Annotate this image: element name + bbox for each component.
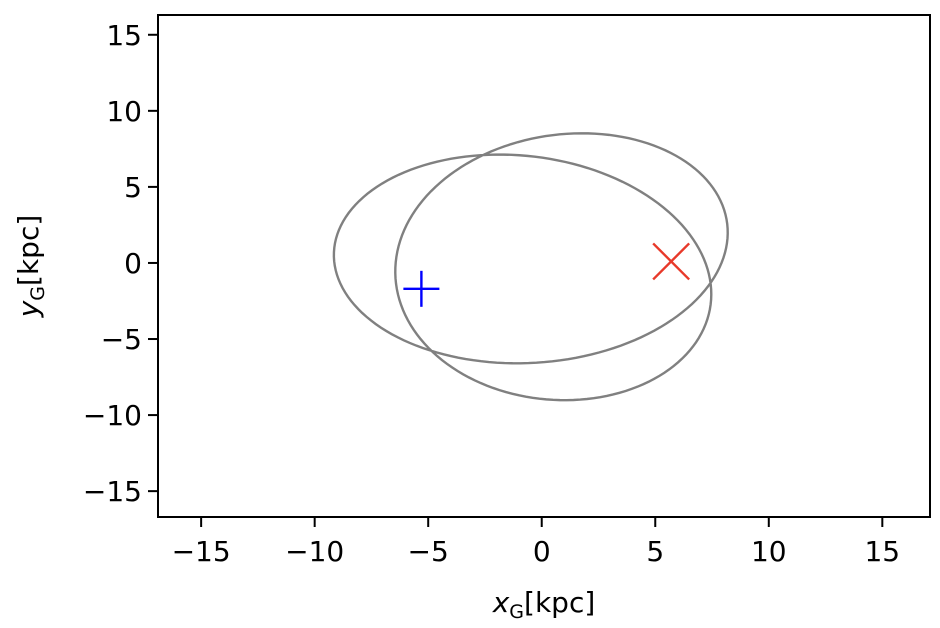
x-tick-label: 5 bbox=[646, 535, 664, 568]
y-tick-label: −15 bbox=[83, 475, 142, 508]
axes-frame bbox=[157, 14, 931, 518]
y-axis-label-subscript: G bbox=[27, 286, 49, 301]
plot-area bbox=[332, 132, 729, 402]
y-axis-ticks: −15 −10 −5 0 5 10 15 bbox=[83, 19, 158, 508]
x-marker bbox=[652, 242, 691, 281]
x-tick-label: 0 bbox=[533, 535, 551, 568]
y-axis-label-symbol: y bbox=[12, 300, 45, 318]
x-axis-label: xG[kpc] bbox=[492, 586, 596, 623]
x-tick-label: −10 bbox=[285, 535, 344, 568]
y-tick-label: −10 bbox=[83, 399, 142, 432]
x-axis-label-symbol: x bbox=[492, 586, 510, 619]
x-axis-ticks: −15 −10 −5 0 5 10 15 bbox=[172, 517, 900, 568]
x-axis-label-unit: [kpc] bbox=[524, 586, 595, 619]
y-axis-label: yG[kpc] bbox=[12, 215, 49, 319]
y-tick-label: 5 bbox=[124, 171, 142, 204]
x-tick-label: −5 bbox=[408, 535, 449, 568]
x-tick-label: 15 bbox=[864, 535, 900, 568]
x-tick-label: 10 bbox=[751, 535, 787, 568]
plus-marker bbox=[403, 270, 440, 307]
x-axis-label-subscript: G bbox=[509, 601, 524, 623]
x-tick-label: −15 bbox=[172, 535, 231, 568]
orbit-line bbox=[332, 132, 729, 402]
y-axis-label-unit: [kpc] bbox=[12, 215, 45, 286]
y-tick-label: 10 bbox=[106, 95, 142, 128]
y-tick-label: −5 bbox=[101, 323, 142, 356]
y-tick-label: 0 bbox=[124, 247, 142, 280]
y-tick-label: 15 bbox=[106, 19, 142, 52]
